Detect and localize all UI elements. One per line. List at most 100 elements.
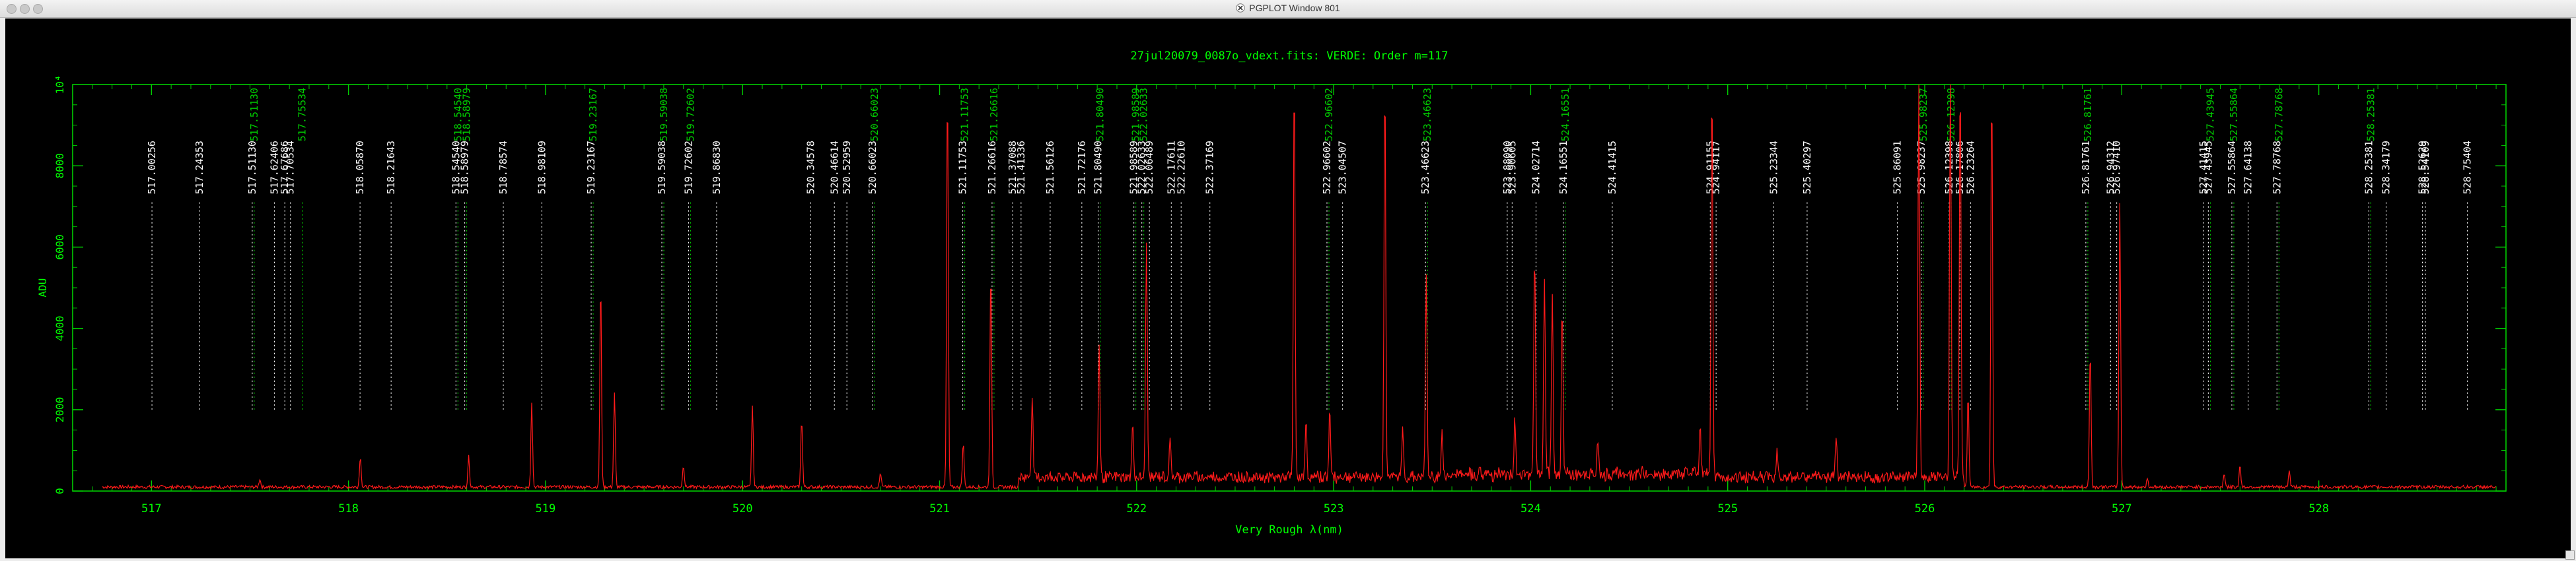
line-id-white-label: 522.22610 (1175, 141, 1187, 194)
line-id-green-label: 521.98589 (1130, 88, 1142, 141)
line-id-white-label: 525.86091 (1892, 141, 1904, 194)
line-id-white-label: 521.98589 (1128, 141, 1140, 194)
x-tick-label: 520 (733, 502, 753, 515)
resize-grip[interactable] (2565, 550, 2575, 560)
line-id-white-label: 528.34179 (2380, 141, 2392, 194)
line-id-white-label: 524.91155 (1704, 141, 1716, 194)
line-id-white-label: 518.21643 (385, 141, 397, 194)
line-id-green-label: 521.26616 (988, 88, 1000, 141)
line-id-white-label: 521.11753 (957, 141, 969, 194)
line-id-white-label: 521.56126 (1044, 141, 1056, 194)
line-id-white-label: 521.26616 (986, 141, 998, 194)
line-id-white-label: 527.55864 (2226, 141, 2238, 194)
line-id-white-label: 518.78574 (497, 141, 509, 194)
line-id-white-label: 522.06489 (1143, 141, 1155, 194)
line-id-white-label: 524.41415 (1606, 141, 1618, 194)
line-id-green-label: 527.43945 (2204, 88, 2216, 141)
spectrum-plot: 27jul20079_0087o_vdext.fits: VERDE: Orde… (36, 50, 2507, 537)
x-tick-label: 525 (1717, 502, 1738, 515)
line-id-white-label: 526.12398 (1943, 141, 1955, 194)
line-id-green-label: 521.11753 (959, 88, 971, 141)
y-top-tick-label: 10⁴ (54, 75, 66, 94)
line-id-white-label: 527.43945 (2202, 141, 2214, 194)
line-id-white-label: 528.54109 (2419, 141, 2431, 194)
line-id-green-label: 526.12398 (1945, 88, 1957, 141)
line-id-white-label: 519.23167 (585, 141, 597, 194)
x-axis-label: Very Rough λ(nm) (1235, 523, 1343, 537)
line-id-white-label: 520.52959 (841, 141, 853, 194)
minimize-window-button[interactable] (20, 4, 30, 14)
line-id-green-label: 523.46623 (1421, 88, 1433, 141)
line-id-white-label: 527.78768 (2271, 141, 2283, 194)
x-tick-label: 528 (2308, 502, 2329, 515)
line-id-green-label: 519.72602 (684, 88, 696, 141)
window-titlebar[interactable]: PGPLOT Window 801 (0, 0, 2576, 18)
line-id-white-label: 523.90605 (1506, 141, 1518, 194)
line-id-white-label: 521.80490 (1092, 141, 1104, 194)
x-tick-label: 518 (338, 502, 359, 515)
plot-canvas: 27jul20079_0087o_vdext.fits: VERDE: Orde… (5, 18, 2571, 558)
line-id-white-label: 518.98109 (536, 141, 548, 194)
line-id-white-label: 520.66023 (867, 141, 878, 194)
y-tick-label: 6000 (54, 234, 66, 260)
x11-icon (1236, 3, 1245, 13)
line-id-white-label: 528.75404 (2462, 141, 2474, 194)
line-id-white-label: 517.62406 (268, 141, 280, 194)
line-id-white-label: 525.40297 (1801, 141, 1813, 194)
line-id-white-label: 520.34578 (805, 141, 816, 194)
line-id-white-label: 518.05870 (354, 141, 366, 194)
line-id-green-label: 528.25381 (2365, 88, 2377, 141)
y-tick-label: 4000 (54, 315, 66, 341)
line-id-white-label: 521.72176 (1076, 141, 1088, 194)
line-id-white-label: 525.98237 (1915, 141, 1927, 194)
y-axis-label: ADU (36, 279, 49, 298)
line-id-white-label: 522.02633 (1136, 141, 1148, 194)
window-title-area: PGPLOT Window 801 (0, 3, 2576, 13)
line-id-white-label: 519.59038 (656, 141, 668, 194)
line-id-white-label: 528.25381 (2363, 141, 2375, 194)
line-id-green-label: 524.16551 (1559, 88, 1571, 141)
y-tick-label: 2000 (54, 397, 66, 423)
x-tick-label: 522 (1126, 502, 1147, 515)
x-tick-label: 526 (1915, 502, 1935, 515)
line-id-green-label: 522.02633 (1138, 88, 1150, 141)
line-id-white-label: 521.41336 (1015, 141, 1027, 194)
line-id-green-label: 526.81761 (2082, 88, 2094, 141)
line-id-white-label: 518.54540 (450, 141, 462, 194)
line-id-green-label: 521.80490 (1094, 88, 1106, 141)
spectrum-series (102, 84, 2496, 490)
line-id-white-label: 522.17611 (1165, 141, 1177, 194)
line-id-white-label: 517.67686 (279, 141, 291, 194)
line-id-white-label: 526.94312 (2104, 141, 2116, 194)
close-window-button[interactable] (7, 4, 17, 14)
x-tick-label: 519 (536, 502, 556, 515)
line-id-white-label: 519.72602 (682, 141, 694, 194)
line-id-green-label: 519.23167 (587, 88, 599, 141)
line-id-white-label: 524.16551 (1557, 141, 1569, 194)
window-title: PGPLOT Window 801 (1249, 3, 1340, 13)
line-id-green-label: 517.75534 (297, 88, 308, 141)
line-id-green-label: 519.59038 (658, 88, 670, 141)
line-id-white-label: 517.51130 (246, 141, 258, 194)
line-id-white-label: 517.70534 (285, 141, 297, 194)
line-id-white-label: 526.97410 (2111, 141, 2123, 194)
line-id-white-label: 522.37169 (1204, 141, 1216, 194)
line-id-white-label: 518.58979 (459, 141, 471, 194)
line-id-green-label: 518.54540 (452, 88, 464, 141)
line-id-white-label: 523.04507 (1337, 141, 1349, 194)
line-id-white-label: 524.02714 (1530, 141, 1542, 194)
line-id-green-label: 517.51130 (248, 88, 260, 141)
x-tick-label: 517 (141, 502, 162, 515)
y-tick-label: 0 (54, 488, 66, 494)
line-id-white-label: 526.81761 (2080, 141, 2092, 194)
zoom-window-button[interactable] (33, 4, 43, 14)
x-tick-label: 521 (929, 502, 950, 515)
chart-title: 27jul20079_0087o_vdext.fits: VERDE: Orde… (1130, 50, 1448, 63)
line-id-white-label: 523.88090 (1501, 141, 1513, 194)
line-id-white-label: 527.41415 (2198, 141, 2209, 194)
x-tick-label: 524 (1521, 502, 1541, 515)
line-id-white-label: 519.86830 (711, 141, 723, 194)
line-id-green-label: 527.55864 (2228, 88, 2240, 141)
x-tick-label: 527 (2112, 502, 2132, 515)
